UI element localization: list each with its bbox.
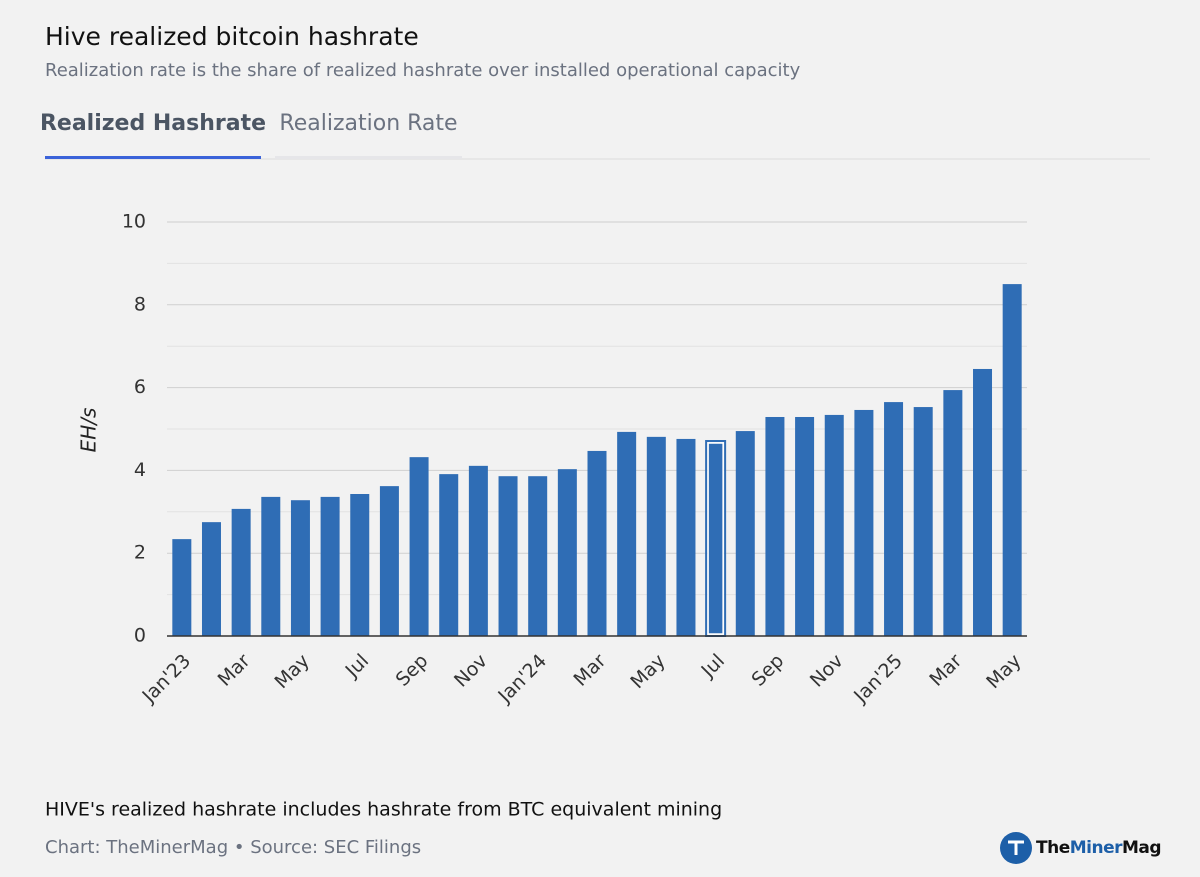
x-tick-label: Jan'24 [493, 650, 551, 708]
bar [646, 436, 666, 636]
bar [201, 522, 221, 636]
bar [795, 416, 815, 636]
bar [320, 496, 340, 636]
logo-icon-t [1008, 840, 1024, 855]
x-tick-label: May [626, 650, 669, 693]
bar [290, 500, 310, 636]
y-axis-label: EH/s [77, 408, 101, 453]
tabs: Realized Hashrate Realization Rate [40, 111, 462, 159]
bar [617, 431, 637, 636]
y-tick-label: 8 [134, 293, 146, 315]
tab-label[interactable]: Realization Rate [279, 111, 457, 136]
bar [231, 508, 251, 636]
bar [261, 496, 281, 636]
y-tick-label: 2 [134, 542, 146, 564]
chart-note: HIVE's realized hashrate includes hashra… [45, 799, 722, 821]
bar [557, 469, 577, 636]
y-tick-label: 4 [134, 459, 146, 481]
bar [884, 402, 904, 636]
chart-title: Hive realized bitcoin hashrate [45, 22, 419, 51]
bar [498, 476, 518, 636]
x-tick-label: Jul [697, 650, 729, 682]
x-tick-label: Mar [925, 650, 966, 691]
logo: TheMinerMag [1000, 832, 1162, 864]
logo-part: The [1036, 838, 1070, 858]
x-tick-label: Sep [747, 650, 788, 691]
bar [707, 442, 724, 635]
bar [379, 486, 399, 636]
bar [1002, 284, 1022, 636]
bar [913, 407, 933, 636]
logo-text: TheMinerMag [1036, 838, 1161, 858]
x-tick-label: Mar [214, 650, 255, 691]
chart-source: Chart: TheMinerMag • Source: SEC Filings [45, 837, 421, 858]
y-tick-label: 6 [134, 376, 146, 398]
y-tick-label: 10 [122, 211, 146, 233]
bar [854, 409, 874, 636]
x-tick-label: Nov [450, 650, 492, 692]
bar [439, 474, 459, 636]
bar [350, 493, 370, 636]
bar [676, 438, 696, 636]
bar [468, 465, 488, 636]
bar [765, 416, 785, 636]
x-tick-label: Jul [341, 650, 373, 682]
bar [943, 390, 963, 636]
chart-subtitle: Realization rate is the share of realize… [45, 60, 801, 81]
bar [587, 450, 607, 636]
x-tick-label: May [982, 650, 1025, 693]
x-tick-label: Nov [806, 650, 848, 692]
bar [409, 457, 429, 636]
bar [735, 431, 755, 636]
bar [973, 368, 993, 636]
tab-label[interactable]: Realized Hashrate [40, 111, 266, 136]
bar [172, 539, 192, 636]
logo-part: Miner [1070, 838, 1123, 858]
x-tick-label: Jan'25 [849, 650, 907, 708]
bar [824, 414, 844, 636]
logo-part: Mag [1122, 838, 1161, 858]
x-tick-label: Sep [392, 650, 433, 691]
bar [528, 476, 548, 636]
y-tick-label: 0 [134, 625, 146, 647]
x-tick-label: Jan'23 [137, 650, 195, 708]
x-tick-label: May [271, 650, 314, 693]
x-tick-label: Mar [570, 650, 611, 691]
